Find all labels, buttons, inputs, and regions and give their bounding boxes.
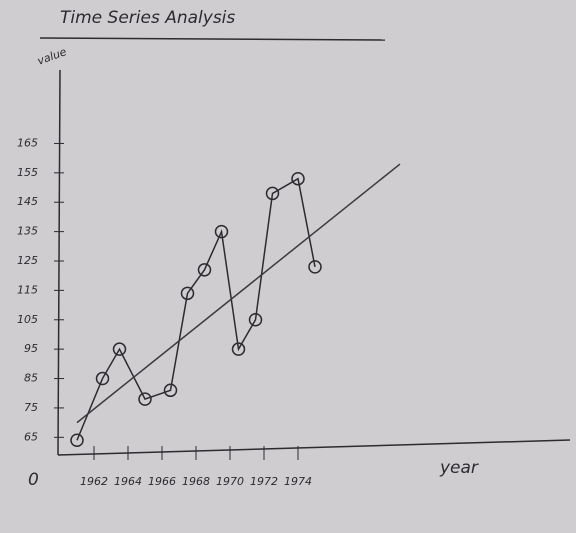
x-tick-label: 1964 <box>114 475 142 488</box>
y-tick-label: 165 <box>17 136 38 149</box>
origin-label: 0 <box>28 470 39 490</box>
x-axis <box>57 439 571 456</box>
y-tick-label: 125 <box>17 254 38 267</box>
data-point <box>197 263 212 277</box>
data-point <box>70 433 84 447</box>
data-point <box>214 224 229 239</box>
x-tick-label: 1970 <box>216 475 244 488</box>
data-point <box>95 371 110 386</box>
data-point <box>163 383 178 398</box>
y-axis <box>57 69 61 456</box>
y-tick-label: 75 <box>24 401 38 414</box>
series-line <box>76 177 316 441</box>
data-point <box>112 342 127 356</box>
x-tick-label: 1966 <box>148 475 176 488</box>
y-tick-label: 155 <box>17 166 38 179</box>
y-tick-label: 135 <box>17 225 38 238</box>
data-point <box>248 313 263 327</box>
y-tick-label: 95 <box>24 342 38 355</box>
x-tick-label: 1962 <box>80 475 108 488</box>
y-tick-label: 105 <box>17 313 38 326</box>
data-point <box>138 392 152 406</box>
x-tick-label: 1968 <box>182 475 210 488</box>
chart-title: Time Series Analysis <box>60 8 235 28</box>
data-point <box>231 342 246 356</box>
trend-line <box>76 163 401 424</box>
x-axis-label: year <box>439 458 479 478</box>
data-point <box>180 286 195 301</box>
x-tick-label: 1972 <box>250 475 278 488</box>
x-tick-label: 1974 <box>284 475 312 488</box>
y-tick-label: 85 <box>24 372 38 385</box>
y-tick-label: 65 <box>24 430 38 443</box>
title-underline <box>39 37 386 41</box>
data-point <box>291 171 305 186</box>
y-tick-label: 145 <box>17 195 38 208</box>
data-point <box>308 260 322 274</box>
data-point <box>265 186 280 201</box>
y-tick-label: 115 <box>17 283 38 296</box>
